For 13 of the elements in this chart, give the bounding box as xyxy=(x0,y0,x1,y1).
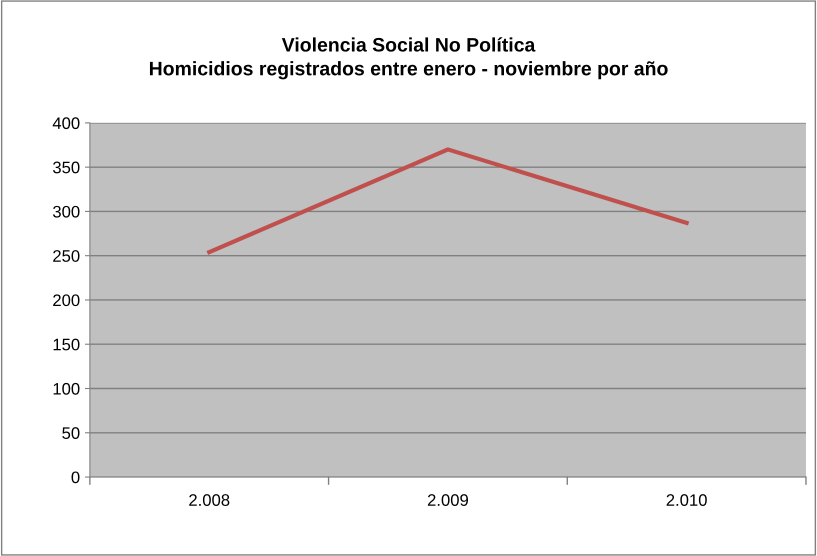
chart-title: Violencia Social No Política Homicidios registrados entre enero - noviembre por año xyxy=(150,37,668,80)
y-tick-label: 200 xyxy=(53,294,80,306)
y-tick-label: 150 xyxy=(54,338,80,350)
y-tick-label: 100 xyxy=(54,382,80,395)
x-tick-label: 2.010 xyxy=(666,494,707,506)
y-tick-label: 400 xyxy=(52,117,80,130)
y-tick-label: 300 xyxy=(52,206,80,218)
y-tick-label: 0 xyxy=(72,471,80,484)
y-tick-label: 50 xyxy=(62,427,80,439)
x-tick-label: 2.008 xyxy=(189,494,230,506)
y-tick-label: 250 xyxy=(53,250,80,262)
x-tick-label: 2.009 xyxy=(428,494,468,506)
y-tick-label: 350 xyxy=(52,162,80,174)
